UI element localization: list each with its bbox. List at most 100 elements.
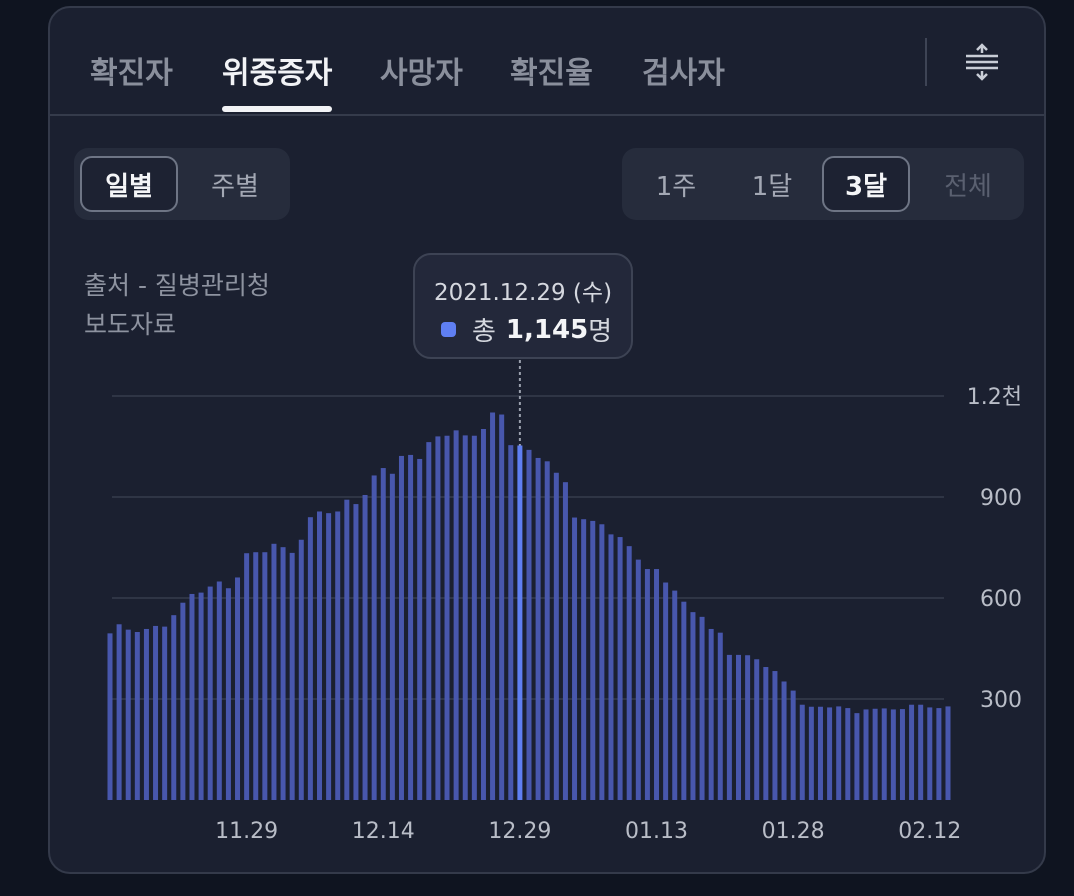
bar[interactable] xyxy=(380,468,386,800)
tab-positivity-rate[interactable]: 확진율 xyxy=(510,56,593,91)
bar[interactable] xyxy=(389,473,395,800)
bar[interactable] xyxy=(480,428,486,800)
bar[interactable] xyxy=(772,671,778,800)
bar[interactable] xyxy=(471,435,477,800)
bar[interactable] xyxy=(663,582,669,800)
bar[interactable] xyxy=(499,414,505,800)
bar[interactable] xyxy=(544,461,550,800)
weekly-button[interactable]: 주별 xyxy=(211,171,259,202)
bar[interactable] xyxy=(726,654,732,800)
filter-button[interactable] xyxy=(962,42,1002,82)
bar[interactable] xyxy=(754,659,760,800)
bar[interactable] xyxy=(745,655,751,800)
bar[interactable] xyxy=(235,577,241,800)
bar[interactable] xyxy=(553,472,559,800)
bar[interactable] xyxy=(326,513,332,800)
bar[interactable] xyxy=(599,524,605,800)
daily-button[interactable]: 일별 xyxy=(80,156,178,212)
bar[interactable] xyxy=(344,499,350,800)
bar[interactable] xyxy=(134,632,140,800)
bar[interactable] xyxy=(162,626,168,800)
bar[interactable] xyxy=(927,707,933,800)
bar[interactable] xyxy=(225,588,231,800)
bar[interactable] xyxy=(462,435,468,800)
bar[interactable] xyxy=(945,706,951,800)
bar[interactable] xyxy=(644,569,650,800)
range-1-month-button[interactable]: 1달 xyxy=(751,171,793,202)
bar[interactable] xyxy=(836,706,842,800)
bar[interactable] xyxy=(171,615,177,800)
bar[interactable] xyxy=(317,511,322,800)
bar[interactable] xyxy=(289,552,295,800)
bar[interactable] xyxy=(444,435,450,800)
bar[interactable] xyxy=(799,704,805,800)
bar[interactable] xyxy=(143,628,149,800)
bar[interactable] xyxy=(626,546,632,800)
bar[interactable] xyxy=(107,633,113,800)
bar[interactable] xyxy=(371,475,377,800)
bar[interactable] xyxy=(699,616,705,800)
bar[interactable] xyxy=(335,511,341,800)
bar[interactable] xyxy=(918,704,924,800)
bar[interactable] xyxy=(635,559,641,800)
bar[interactable] xyxy=(863,709,869,800)
bar[interactable] xyxy=(362,494,368,800)
bar[interactable] xyxy=(417,458,423,800)
bar[interactable] xyxy=(827,707,833,800)
bar[interactable] xyxy=(672,590,678,800)
bar[interactable] xyxy=(453,430,459,800)
bar[interactable] xyxy=(216,581,222,800)
bar[interactable] xyxy=(125,629,131,800)
bar[interactable] xyxy=(244,553,250,800)
bar[interactable] xyxy=(508,445,514,800)
bar[interactable] xyxy=(562,482,568,800)
bar[interactable] xyxy=(280,547,286,800)
bar[interactable] xyxy=(189,593,195,800)
bar[interactable] xyxy=(526,449,532,800)
bar[interactable] xyxy=(535,457,541,800)
bar[interactable] xyxy=(207,586,213,800)
bar[interactable] xyxy=(608,534,614,800)
bar[interactable] xyxy=(572,517,578,800)
tab-tested[interactable]: 검사자 xyxy=(642,56,725,91)
bar[interactable] xyxy=(681,601,687,800)
bar[interactable] xyxy=(153,625,159,800)
bar[interactable] xyxy=(253,552,259,800)
bar[interactable] xyxy=(736,654,741,800)
bar[interactable] xyxy=(781,681,787,800)
tab-deaths[interactable]: 사망자 xyxy=(380,56,463,91)
bar[interactable] xyxy=(490,412,496,800)
bar[interactable] xyxy=(909,704,915,800)
bar[interactable] xyxy=(617,537,623,800)
bar[interactable] xyxy=(717,632,723,800)
bar[interactable] xyxy=(198,592,204,800)
bar[interactable] xyxy=(262,552,268,800)
bar[interactable] xyxy=(936,708,942,800)
bar[interactable] xyxy=(845,708,851,800)
tab-critical[interactable]: 위중증자 xyxy=(222,56,333,91)
bar[interactable] xyxy=(690,612,696,800)
bar[interactable] xyxy=(590,520,596,800)
range-3-month-button[interactable]: 3달 xyxy=(822,156,910,212)
bar-highlighted[interactable] xyxy=(517,445,523,800)
bar[interactable] xyxy=(353,504,359,800)
bar[interactable] xyxy=(817,706,823,800)
bar[interactable] xyxy=(881,708,887,800)
bar[interactable] xyxy=(872,708,878,800)
range-all-button[interactable]: 전체 xyxy=(944,171,992,202)
bar[interactable] xyxy=(408,454,414,800)
bar[interactable] xyxy=(790,690,796,800)
bar[interactable] xyxy=(116,624,122,800)
bar[interactable] xyxy=(298,539,304,800)
bar[interactable] xyxy=(899,709,905,800)
bar[interactable] xyxy=(654,569,660,800)
bar[interactable] xyxy=(581,519,587,800)
bar[interactable] xyxy=(426,442,432,800)
bar[interactable] xyxy=(890,709,896,800)
bar[interactable] xyxy=(708,628,714,800)
bar[interactable] xyxy=(271,543,277,800)
bar[interactable] xyxy=(808,706,814,800)
bar[interactable] xyxy=(398,455,404,800)
range-1-week-button[interactable]: 1주 xyxy=(655,171,697,202)
bar[interactable] xyxy=(180,602,186,800)
